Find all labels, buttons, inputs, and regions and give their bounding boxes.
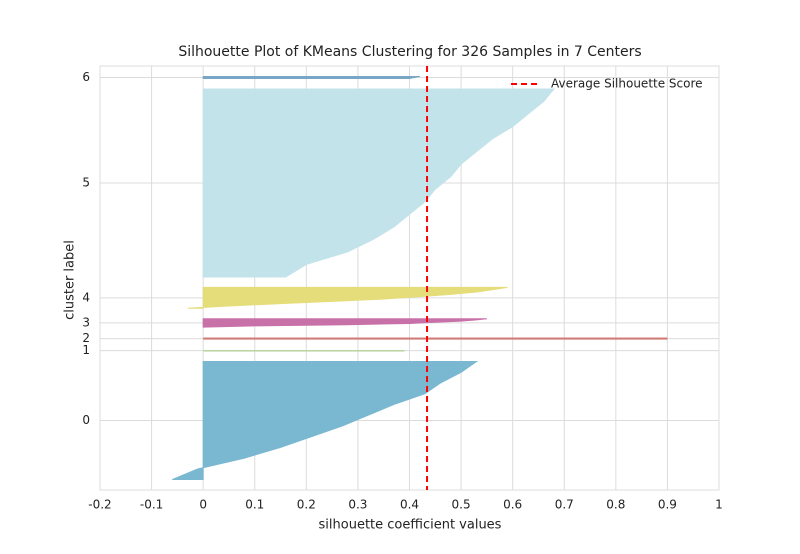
x-tick-label: 0.4 (400, 498, 419, 512)
y-tick-label: 2 (82, 331, 90, 345)
chart-title: Silhouette Plot of KMeans Clustering for… (178, 44, 641, 60)
y-tick-label: 0 (82, 413, 90, 427)
silhouette-area (202, 75, 420, 80)
silhouette-area (202, 88, 555, 278)
x-tick-label: -0.1 (140, 498, 163, 512)
x-tick-label: 0.6 (503, 498, 522, 512)
x-tick-label: 0.9 (658, 498, 677, 512)
x-tick-label: 0.8 (606, 498, 625, 512)
x-tick-label: 0.3 (348, 498, 367, 512)
silhouette-area (203, 337, 668, 340)
x-axis-label: silhouette coefficient values (319, 518, 502, 533)
plot-frame (99, 65, 720, 491)
y-tick-label: 3 (82, 315, 90, 329)
x-tick-label: 0.5 (452, 498, 471, 512)
silhouette-area (172, 361, 479, 481)
silhouette-area (203, 350, 405, 352)
x-tick-label: 0 (199, 498, 207, 512)
silhouette-area (187, 286, 508, 309)
silhouette-area (202, 318, 487, 328)
y-tick-label: 1 (82, 343, 90, 357)
legend-label: Average Silhouette Score (551, 77, 703, 91)
x-tick-label: 0.2 (297, 498, 316, 512)
x-tick-label: -0.2 (88, 498, 111, 512)
x-tick-label: 0.1 (245, 498, 264, 512)
x-tick-label: 1 (715, 498, 723, 512)
x-tick-label: 0.7 (555, 498, 574, 512)
y-tick-label: 5 (82, 175, 90, 189)
y-axis-label: cluster label (63, 240, 78, 320)
y-tick-label: 4 (82, 290, 90, 304)
y-tick-label: 6 (82, 70, 90, 84)
